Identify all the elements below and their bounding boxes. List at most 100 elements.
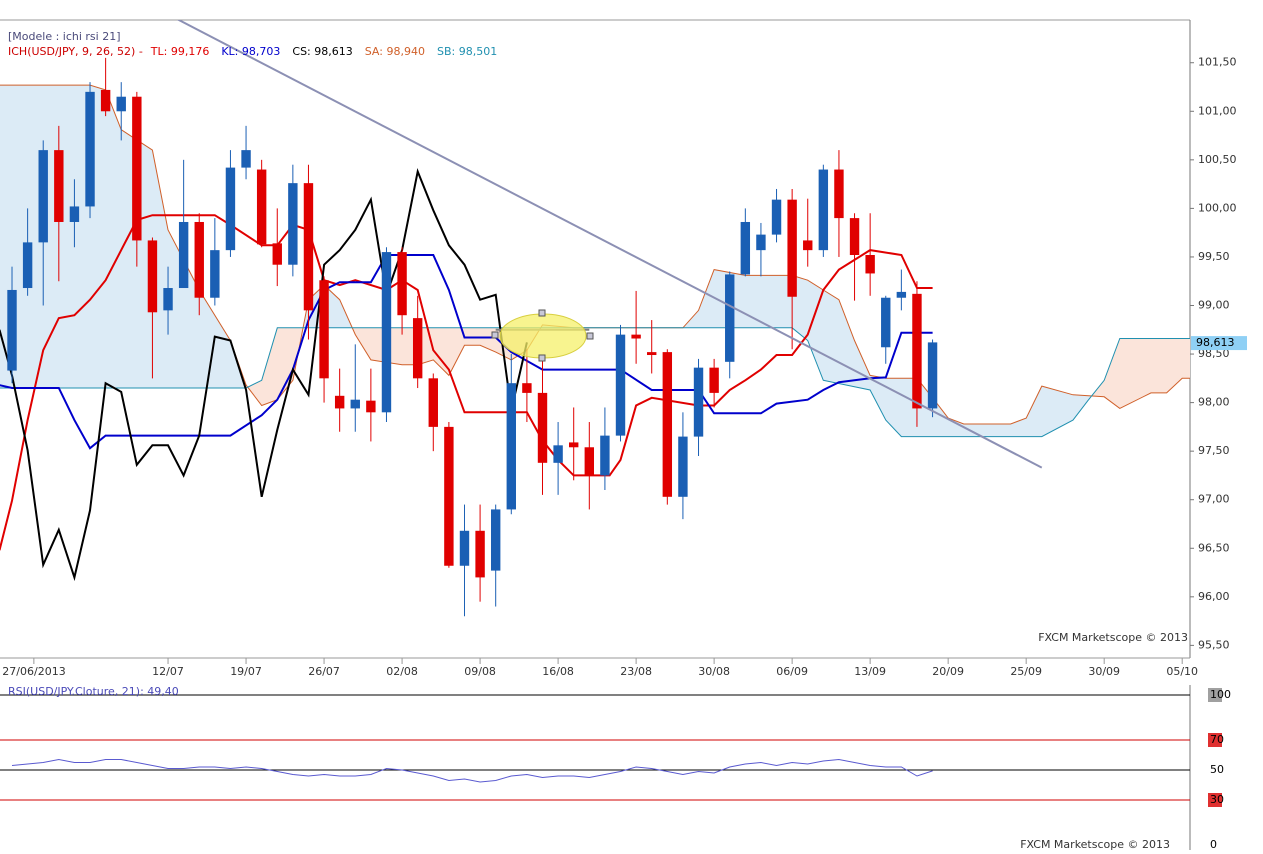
indicator-line <box>0 214 933 551</box>
candle-body <box>256 169 267 245</box>
candle-body <box>163 288 173 311</box>
y-tick-label: 50 <box>1210 763 1224 776</box>
x-tick-label: 30/09 <box>1088 665 1120 678</box>
y-tick-label: 96,50 <box>1198 541 1230 554</box>
handle <box>538 309 546 317</box>
y-tick-label: 70 <box>1210 733 1224 746</box>
y-tick-label: 96,00 <box>1198 590 1230 603</box>
x-tick-label: 25/09 <box>1010 665 1042 678</box>
candle-body <box>569 442 579 448</box>
candle-body <box>834 169 844 219</box>
x-tick-label: 05/10 <box>1166 665 1198 678</box>
candle-body <box>319 280 329 379</box>
indicator-line <box>0 327 1190 438</box>
candle-body <box>194 221 204 298</box>
candle-body <box>803 240 813 251</box>
candle-body <box>896 291 907 298</box>
legend-entry: CS: 98,613 <box>292 45 352 58</box>
candle-body <box>662 352 673 497</box>
x-tick-label: 12/07 <box>152 665 184 678</box>
y-tick-label: 97,50 <box>1198 444 1230 457</box>
y-tick-label: 97,00 <box>1198 493 1230 506</box>
x-tick-label: 02/08 <box>386 665 418 678</box>
candle-body <box>771 199 782 235</box>
y-tick-label: 101,00 <box>1198 104 1237 117</box>
x-tick-label: 19/07 <box>230 665 262 678</box>
candle-body <box>475 530 485 578</box>
candle-body <box>584 447 595 476</box>
x-tick-label: 20/09 <box>932 665 964 678</box>
indicator-label: ICH(USD/JPY, 9, 26, 52) - <box>8 45 143 58</box>
candle-body <box>85 91 95 207</box>
candle-body <box>381 252 392 413</box>
candle-body <box>725 274 735 362</box>
x-tick-label: 26/07 <box>308 665 340 678</box>
trendline <box>176 20 1043 469</box>
candle-body <box>522 383 532 393</box>
indicator-line <box>0 254 933 450</box>
y-tick-label: 100 <box>1210 688 1231 701</box>
candle-body <box>303 183 314 311</box>
x-tick-label: 30/08 <box>698 665 730 678</box>
x-tick-label: 16/08 <box>542 665 574 678</box>
candle-body <box>288 183 298 265</box>
candle-body <box>444 426 454 566</box>
candle-body <box>553 445 563 463</box>
handle <box>491 331 499 339</box>
candle-body <box>600 435 610 476</box>
candle-body <box>631 334 641 339</box>
candle-body <box>693 367 704 437</box>
candle-body <box>22 242 33 289</box>
candle-body <box>490 509 501 571</box>
candle-body <box>647 352 657 356</box>
y-tick-label: 0 <box>1210 838 1217 851</box>
x-tick-label: 06/09 <box>776 665 808 678</box>
legend-entry: TL: 99,176 <box>150 45 210 58</box>
candle-body <box>69 206 80 222</box>
rsi-plot <box>11 758 933 783</box>
indicator-line <box>0 168 528 582</box>
tick-background <box>1208 733 1222 747</box>
candle-body <box>178 221 189 289</box>
candle-body <box>100 89 111 112</box>
candle-body <box>787 199 797 297</box>
candle-body <box>334 395 345 409</box>
y-tick-label: 98,50 <box>1198 347 1230 360</box>
rsi-panel: 0 30 50 70 100 <box>0 688 1231 852</box>
x-tick-label: 23/08 <box>620 665 652 678</box>
candle-body <box>366 400 376 413</box>
legend-entry: SA: 98,940 <box>365 45 425 58</box>
candle-body <box>459 530 470 566</box>
y-tick-label: 100,00 <box>1198 201 1237 214</box>
rsi-title: RSI(USD/JPY.Cloture, 21): 49,40 <box>8 685 179 698</box>
y-tick-label: 98,00 <box>1198 396 1230 409</box>
y-tick-label: 100,50 <box>1198 153 1237 166</box>
candle-body <box>54 150 64 222</box>
x-tick-label: 09/08 <box>464 665 496 678</box>
candle-body <box>225 167 236 251</box>
legend-entry: SB: 98,501 <box>437 45 497 58</box>
handle <box>538 354 546 362</box>
y-tick-label: 99,50 <box>1198 250 1230 263</box>
candle-body <box>865 255 875 274</box>
rsi-line <box>11 758 933 783</box>
candle-body <box>210 250 220 298</box>
tick-background <box>1208 763 1222 777</box>
candle-body <box>615 334 626 436</box>
tick-background <box>1208 838 1222 852</box>
highlight-ellipse <box>499 313 587 359</box>
candle-body <box>132 96 142 241</box>
handle <box>586 332 594 340</box>
candle-body <box>7 289 17 371</box>
y-tick-label: 30 <box>1210 793 1224 806</box>
tick-background <box>1208 793 1222 807</box>
candle-body <box>350 399 360 409</box>
candle-body <box>818 169 829 251</box>
x-tick-label: 27/06/2013 <box>2 665 65 678</box>
candle-body <box>272 243 282 265</box>
candle-body <box>397 252 407 316</box>
candle-body <box>678 436 688 497</box>
candle-body <box>927 342 938 409</box>
